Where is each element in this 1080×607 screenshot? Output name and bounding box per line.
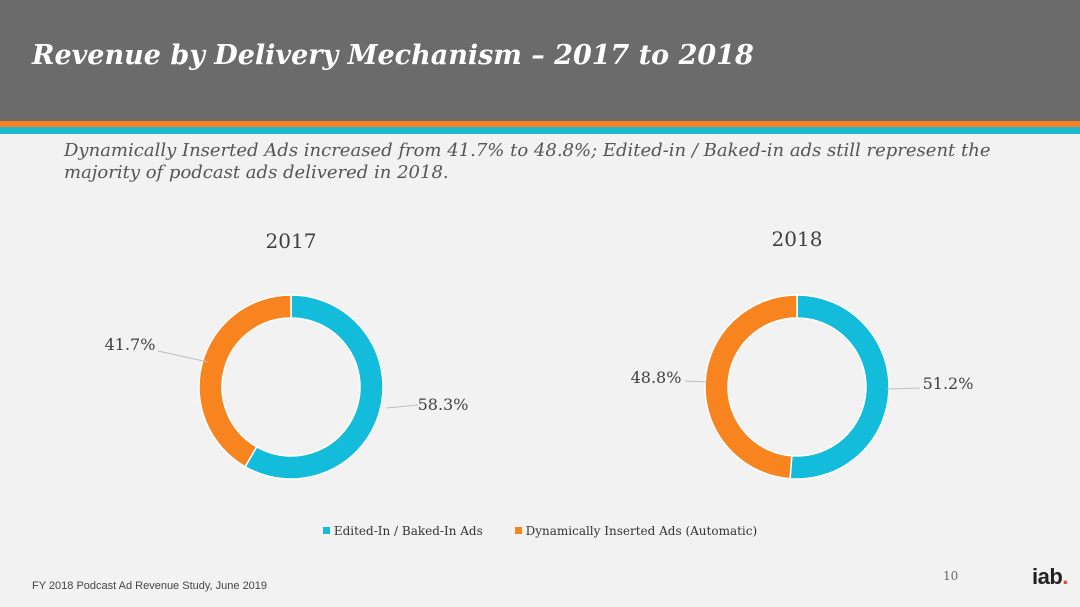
- accent-stripe-orange: [0, 121, 1080, 127]
- chart-legend: Edited-In / Baked-In Ads Dynamically Ins…: [0, 524, 1080, 538]
- accent-stripe-teal: [0, 127, 1080, 134]
- legend-item-edited-in: Edited-In / Baked-In Ads: [322, 524, 483, 538]
- legend-label: Edited-In / Baked-In Ads: [333, 524, 483, 538]
- chart-title: 2018: [772, 227, 823, 251]
- leader-line: [385, 404, 419, 409]
- iab-logo: iab.: [1032, 564, 1068, 590]
- data-label: 51.2%: [923, 374, 974, 393]
- footer-source-note: FY 2018 Podcast Ad Revenue Study, June 2…: [32, 580, 268, 592]
- logo-dot: .: [1062, 564, 1068, 589]
- donut-slice: [198, 294, 292, 468]
- logo-text: iab: [1032, 564, 1063, 589]
- data-label: 41.7%: [105, 335, 156, 354]
- header-bar: Revenue by Delivery Mechanism – 2017 to …: [0, 0, 1080, 121]
- donut-slice: [244, 294, 384, 480]
- donut-slice: [704, 294, 798, 480]
- legend-label: Dynamically Inserted Ads (Automatic): [525, 524, 758, 538]
- leader-line: [886, 387, 921, 390]
- legend-swatch-teal: [322, 527, 330, 534]
- legend-item-dynamic: Dynamically Inserted Ads (Automatic): [514, 524, 758, 538]
- legend-swatch-orange: [514, 527, 522, 534]
- data-label: 48.8%: [631, 368, 682, 387]
- leader-line: [157, 350, 209, 363]
- page-title: Revenue by Delivery Mechanism – 2017 to …: [32, 40, 754, 71]
- leader-line: [684, 380, 708, 383]
- page-number: 10: [943, 569, 959, 583]
- subtitle: Dynamically Inserted Ads increased from …: [64, 140, 991, 183]
- data-label: 58.3%: [418, 395, 469, 414]
- donut-slice: [789, 294, 890, 480]
- chart-title: 2017: [266, 229, 317, 253]
